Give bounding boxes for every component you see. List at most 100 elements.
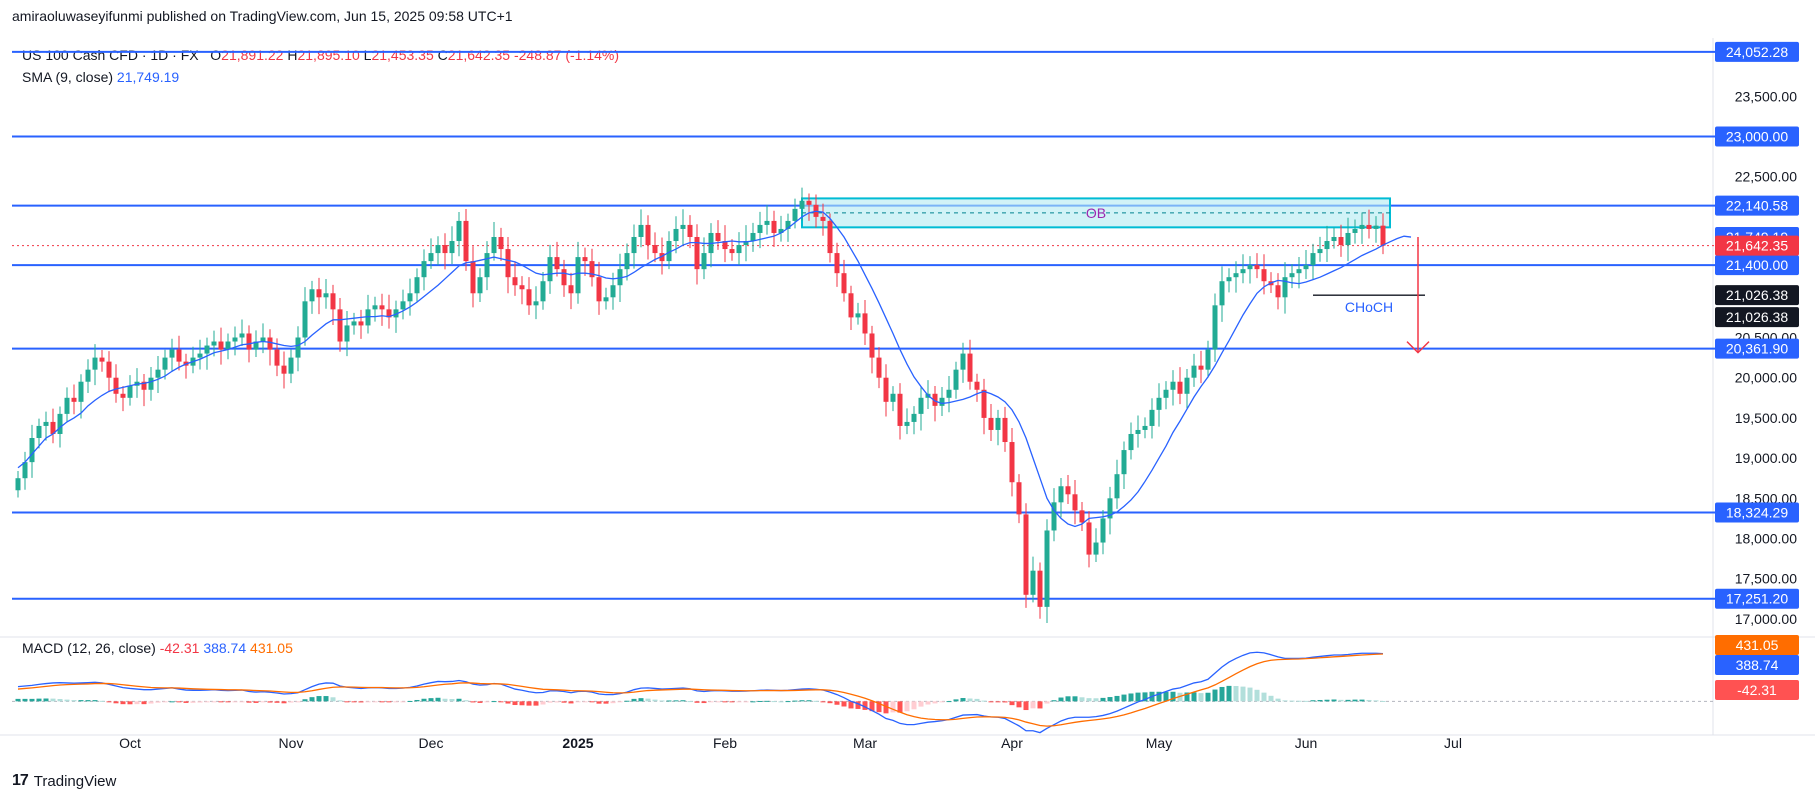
candle-body xyxy=(820,216,826,221)
macd-hist-bar xyxy=(414,699,420,702)
price-tick-label: 17,500.00 xyxy=(1735,571,1797,587)
candle-body xyxy=(519,285,525,290)
macd-hist-bar xyxy=(1366,699,1372,702)
macd-hist-bar xyxy=(498,701,504,703)
macd-hist-bar xyxy=(64,699,70,702)
candle-body xyxy=(253,341,259,350)
macd-hist-bar xyxy=(834,701,840,705)
macd-hist-bar xyxy=(15,698,21,702)
macd-hist-bar xyxy=(1002,701,1008,703)
macd-hist-bar xyxy=(176,701,182,703)
candle-body xyxy=(960,353,966,370)
candle-body xyxy=(1219,281,1225,306)
candle-body xyxy=(1275,285,1281,298)
macd-hist-bar xyxy=(1296,700,1302,702)
candle-body xyxy=(533,301,539,306)
macd-hist-bar xyxy=(29,698,35,702)
sma-line xyxy=(17,210,1412,528)
candle-body xyxy=(1184,377,1190,394)
sma-label[interactable]: SMA (9, close) xyxy=(22,69,114,85)
macd-hist-bar xyxy=(561,701,567,703)
candle-body xyxy=(1282,277,1288,298)
candle-body xyxy=(267,337,273,350)
candle-body xyxy=(512,277,518,286)
macd-hist-bar xyxy=(1282,700,1288,702)
macd-hist-bar xyxy=(687,701,693,703)
candle-body xyxy=(15,478,21,491)
macd-hist-bar xyxy=(848,701,854,709)
candle-body xyxy=(596,277,602,302)
candle-body xyxy=(197,353,203,358)
candle-body xyxy=(1233,273,1239,278)
candle-body xyxy=(127,385,133,398)
price-badge-label: 23,000.00 xyxy=(1726,128,1788,144)
macd-hist-bar xyxy=(960,698,966,702)
macd-hist-bar xyxy=(183,701,189,703)
candle-body xyxy=(456,220,462,242)
candle-body xyxy=(589,261,595,278)
macd-hist-bar xyxy=(631,698,637,702)
brand-name: TradingView xyxy=(33,772,117,790)
macd-badge xyxy=(1715,680,1799,700)
candle-body xyxy=(442,245,448,254)
candle-body xyxy=(148,377,154,390)
candle-body xyxy=(78,381,84,402)
macd-hist-bar xyxy=(85,700,91,702)
candle-body xyxy=(687,224,693,237)
macd-legend-label[interactable]: MACD (12, 26, close) xyxy=(22,640,156,656)
candle-body xyxy=(1247,265,1253,270)
candle-body xyxy=(386,309,392,318)
macd-hist-bar xyxy=(533,701,539,706)
macd-hist-bar xyxy=(330,697,336,702)
macd-hist-bar xyxy=(708,701,714,703)
candle-body xyxy=(330,293,336,310)
macd-hist-bar xyxy=(722,701,728,703)
macd-hist-bar xyxy=(225,701,231,703)
candle-body xyxy=(1240,269,1246,274)
macd-hist-bar xyxy=(1093,698,1099,702)
candle-body xyxy=(29,438,35,463)
candle-body xyxy=(57,413,63,434)
macd-hist-bar xyxy=(603,701,609,704)
candle-body xyxy=(701,253,707,270)
order-block-label: OB xyxy=(1086,205,1106,221)
macd-hist-bar xyxy=(582,701,588,703)
time-axis-label: Feb xyxy=(713,735,737,751)
candle-body xyxy=(876,357,882,378)
candle-body xyxy=(995,417,1001,430)
candle-body xyxy=(470,261,476,294)
candle-body xyxy=(1198,365,1204,370)
candle-body xyxy=(309,289,315,302)
macd-hist-bar xyxy=(1331,699,1337,702)
candle-body xyxy=(1254,265,1260,270)
macd-hist-bar xyxy=(1226,685,1232,702)
brand[interactable]: 17 TradingView xyxy=(12,772,116,790)
macd-hist-bar xyxy=(484,701,490,703)
macd-hist-bar xyxy=(757,700,763,702)
price-badge xyxy=(1715,126,1799,147)
candle-body xyxy=(113,377,119,394)
candle-body xyxy=(743,241,749,246)
choch-label: CHoCH xyxy=(1345,299,1393,315)
candle-body xyxy=(953,369,959,390)
price-badge-label: 18,324.29 xyxy=(1726,504,1788,520)
macd-hist-bar xyxy=(792,700,798,702)
macd-hist-bar xyxy=(918,701,924,707)
macd-legend-macd: 388.74 xyxy=(203,640,247,656)
candle-body xyxy=(428,253,434,262)
candle-body xyxy=(547,257,553,282)
candle-body xyxy=(904,421,910,426)
candle-body xyxy=(1023,514,1029,595)
candle-body xyxy=(407,293,413,302)
price-badge-label: 22,140.58 xyxy=(1726,198,1788,214)
price-badge xyxy=(1715,588,1799,609)
macd-hist-bar xyxy=(855,701,861,709)
macd-hist-bar xyxy=(71,700,77,702)
macd-hist-bar xyxy=(351,701,357,703)
candle-body xyxy=(1114,474,1120,499)
macd-hist-bar xyxy=(1135,692,1141,702)
candle-body xyxy=(400,301,406,310)
candle-body xyxy=(211,341,217,346)
candle-body xyxy=(141,381,147,390)
